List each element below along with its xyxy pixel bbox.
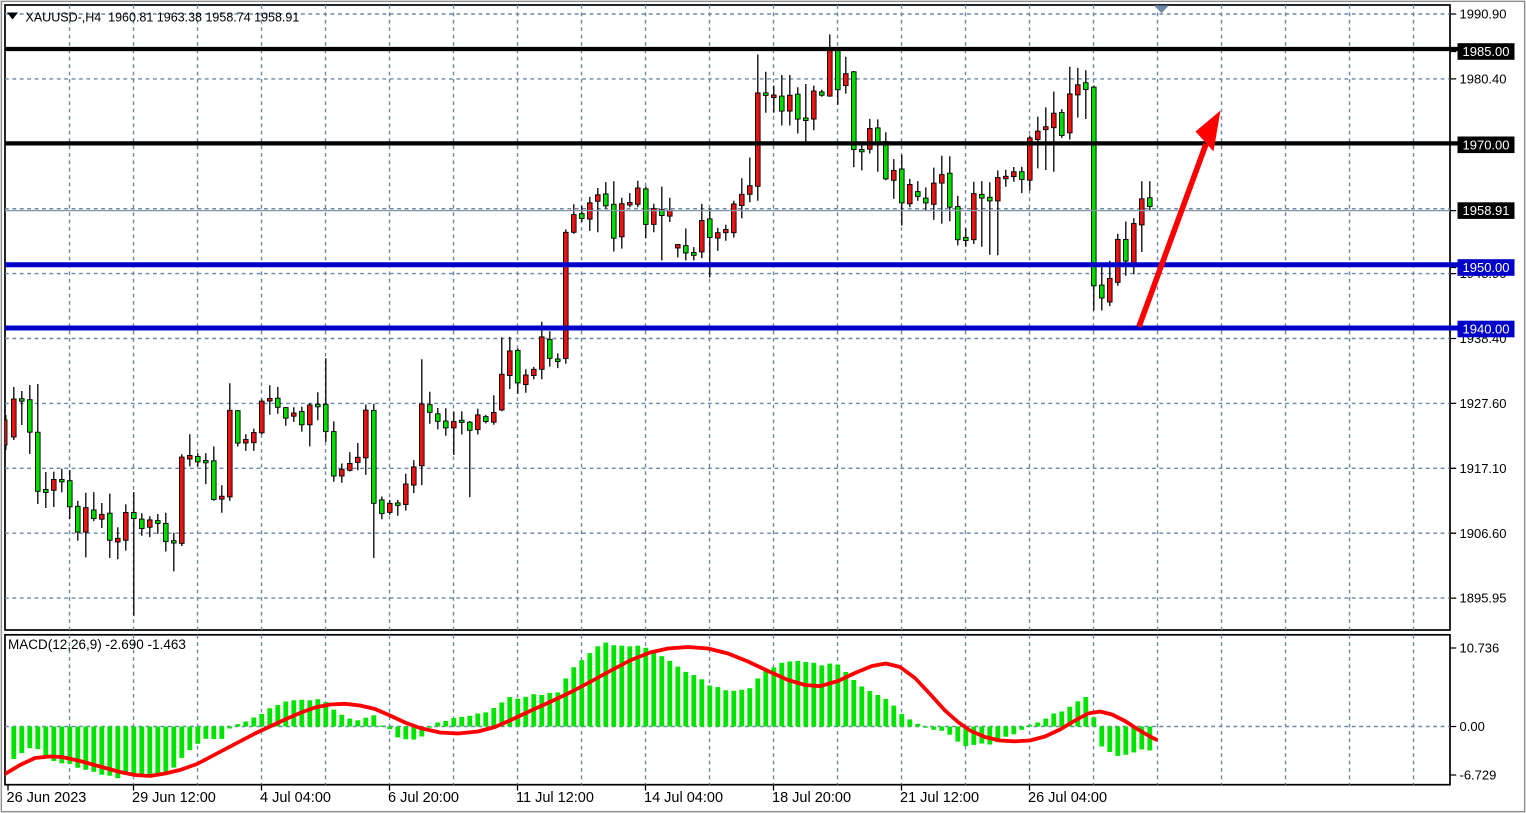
- svg-text:0.00: 0.00: [1460, 719, 1485, 734]
- svg-text:1950.00: 1950.00: [1463, 260, 1510, 275]
- svg-text:-6.729: -6.729: [1460, 768, 1497, 783]
- svg-text:1990.90: 1990.90: [1460, 7, 1507, 22]
- svg-text:MACD(12,26,9) -2.690 -1.463: MACD(12,26,9) -2.690 -1.463: [8, 637, 186, 652]
- svg-text:1958.91: 1958.91: [1463, 203, 1510, 218]
- svg-text:1906.60: 1906.60: [1460, 526, 1507, 541]
- svg-text:1985.00: 1985.00: [1463, 44, 1510, 59]
- svg-text:11 Jul 12:00: 11 Jul 12:00: [516, 790, 594, 806]
- svg-text:1895.95: 1895.95: [1460, 591, 1507, 606]
- svg-text:4 Jul 04:00: 4 Jul 04:00: [260, 790, 331, 806]
- svg-text:14 Jul 04:00: 14 Jul 04:00: [644, 790, 723, 806]
- svg-text:1927.60: 1927.60: [1460, 396, 1507, 411]
- svg-text:1917.10: 1917.10: [1460, 461, 1507, 476]
- svg-text:1970.00: 1970.00: [1463, 137, 1510, 152]
- svg-text:21 Jul 12:00: 21 Jul 12:00: [900, 790, 979, 806]
- svg-text:18 Jul 20:00: 18 Jul 20:00: [772, 790, 851, 806]
- svg-text:XAUUSD-,H4 1960.81 1963.38 19: XAUUSD-,H4 1960.81 1963.38 1958.74 1958.…: [26, 11, 300, 25]
- svg-text:29 Jun 12:00: 29 Jun 12:00: [132, 790, 216, 806]
- svg-text:10.736: 10.736: [1460, 641, 1500, 656]
- svg-text:1940.00: 1940.00: [1463, 322, 1510, 337]
- svg-text:6 Jul 20:00: 6 Jul 20:00: [388, 790, 459, 806]
- svg-text:26 Jul 04:00: 26 Jul 04:00: [1028, 790, 1107, 806]
- svg-text:1980.40: 1980.40: [1460, 72, 1507, 87]
- svg-text:26 Jun 2023: 26 Jun 2023: [7, 790, 87, 806]
